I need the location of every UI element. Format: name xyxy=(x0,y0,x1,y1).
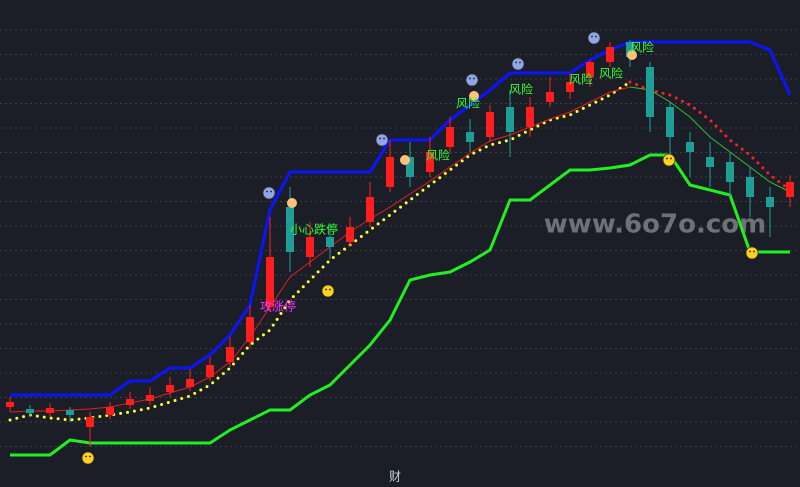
icon xyxy=(89,455,91,458)
candle-body xyxy=(246,317,254,342)
candle-body xyxy=(146,395,154,401)
candle-body xyxy=(526,107,534,127)
icon xyxy=(287,198,297,208)
annotation: 风险 xyxy=(426,148,450,163)
indicator-line xyxy=(628,80,792,192)
candle-body xyxy=(206,365,214,377)
candle-body xyxy=(686,142,694,152)
candle-body xyxy=(546,92,554,102)
icon xyxy=(325,288,327,291)
candle-body xyxy=(666,107,674,137)
candle-body xyxy=(426,152,434,172)
icon xyxy=(383,137,385,140)
indicator-line xyxy=(10,153,790,457)
candle-body xyxy=(406,157,414,177)
candle-body xyxy=(6,402,14,407)
candle-body xyxy=(486,112,494,137)
annotation: 风险 xyxy=(569,72,593,87)
annotation: 风险 xyxy=(630,40,654,55)
candle-body xyxy=(466,132,474,142)
annotation: 风险 xyxy=(599,66,623,81)
indicator-line xyxy=(10,40,792,397)
candle-body xyxy=(86,417,94,427)
annotation: 小心跌停 xyxy=(290,222,338,237)
candle-body xyxy=(306,237,314,257)
icon xyxy=(270,190,272,193)
icon xyxy=(329,288,331,291)
icon xyxy=(587,31,601,45)
icon xyxy=(81,451,95,465)
candle-body xyxy=(226,347,234,362)
candle-body xyxy=(126,399,134,405)
candle-body xyxy=(726,162,734,182)
icon xyxy=(662,153,676,167)
candle-body xyxy=(106,407,114,415)
icon xyxy=(321,284,335,298)
candle-body xyxy=(566,82,574,92)
candle-body xyxy=(186,379,194,387)
icon xyxy=(469,77,471,80)
icon xyxy=(666,157,668,160)
icon xyxy=(519,61,521,64)
candle-body xyxy=(166,385,174,392)
icon xyxy=(469,91,479,101)
icon xyxy=(511,57,525,71)
indicator-line xyxy=(9,86,631,413)
candle-body xyxy=(706,157,714,167)
candle-body xyxy=(786,182,794,197)
candle-body xyxy=(646,67,654,117)
candle-body xyxy=(46,408,54,413)
candle-body xyxy=(586,62,594,77)
icon xyxy=(262,186,276,200)
icon xyxy=(595,35,597,38)
watermark: www.6o7o.com xyxy=(544,210,766,240)
annotation: 攻涨停 xyxy=(260,299,296,314)
icon xyxy=(627,50,637,60)
candle-body xyxy=(346,227,354,242)
candle-body xyxy=(366,197,374,222)
icon xyxy=(375,133,389,147)
candle-body xyxy=(746,177,754,197)
indicator-line xyxy=(629,86,791,193)
grid xyxy=(0,29,800,447)
annotation: 风险 xyxy=(509,82,533,97)
candle-body xyxy=(286,207,294,252)
icon xyxy=(753,250,755,253)
candle-body xyxy=(326,237,334,247)
annotation: 风险 xyxy=(456,96,480,111)
icon xyxy=(591,35,593,38)
candle-body xyxy=(446,127,454,147)
footer-label: 财 xyxy=(389,470,401,484)
icon xyxy=(379,137,381,140)
icon xyxy=(670,157,672,160)
candle-body xyxy=(386,157,394,187)
icon xyxy=(465,73,479,87)
icon xyxy=(85,455,87,458)
icon xyxy=(473,77,475,80)
candle-body xyxy=(626,42,634,57)
candle-body xyxy=(506,107,514,132)
icon xyxy=(266,190,268,193)
candle-body xyxy=(606,47,614,62)
candle-body xyxy=(266,257,274,307)
icon xyxy=(400,155,410,165)
icon xyxy=(745,246,759,260)
candle-body xyxy=(26,409,34,413)
candle-body xyxy=(766,197,774,207)
icon xyxy=(515,61,517,64)
icon xyxy=(749,250,751,253)
candle-body xyxy=(66,410,74,415)
